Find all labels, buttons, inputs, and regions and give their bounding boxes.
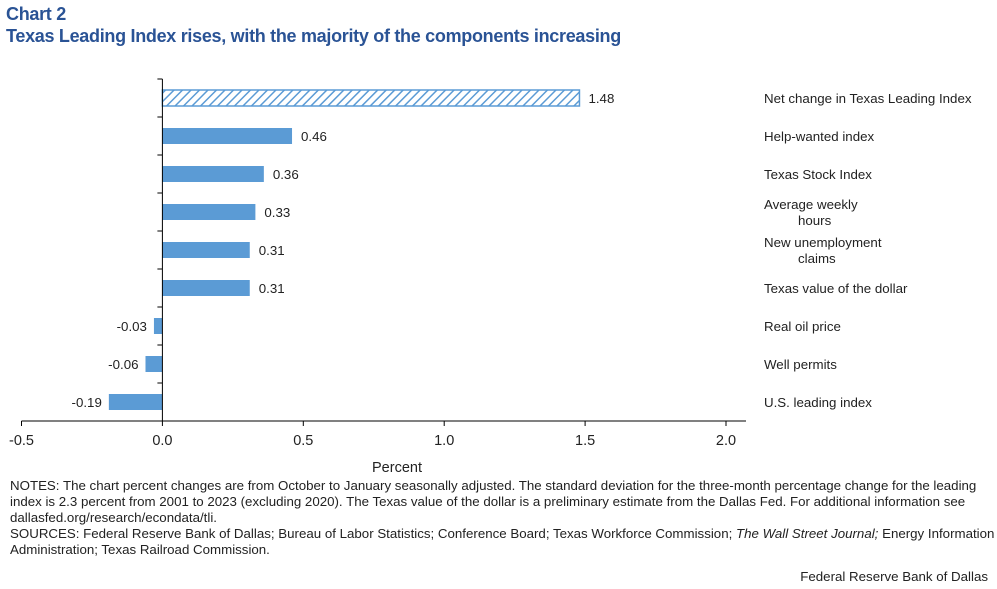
sources-suffix: Energy Information Administration; Texas… <box>10 526 995 557</box>
chart-number: Chart 2 <box>6 4 66 24</box>
x-tick-label: 2.0 <box>716 433 736 449</box>
category-label: claims <box>798 251 836 266</box>
sources-prefix: SOURCES: Federal Reserve Bank of Dallas;… <box>10 526 736 541</box>
data-label: 0.36 <box>273 167 299 182</box>
category-label: Help-wanted index <box>764 129 874 144</box>
data-label: 0.31 <box>259 281 285 296</box>
category-label: Net change in Texas Leading Index <box>764 91 972 106</box>
credit: Federal Reserve Bank of Dallas <box>800 569 988 584</box>
category-label: Well permits <box>764 357 837 372</box>
x-tick-label: -0.5 <box>9 433 34 449</box>
data-label: 0.31 <box>259 243 285 258</box>
data-label: -0.19 <box>72 395 102 410</box>
data-label: -0.06 <box>108 357 138 372</box>
bar-chart: 1.48 Net change in Texas Leading Index 0.4… <box>9 78 972 476</box>
bar <box>161 89 581 107</box>
bar <box>162 204 256 220</box>
x-tick-label: 0.5 <box>293 433 313 449</box>
sources-text: SOURCES: Federal Reserve Bank of Dallas;… <box>10 526 995 558</box>
x-axis-label: Percent <box>372 460 422 476</box>
bar <box>162 242 250 258</box>
category-label: Texas Stock Index <box>764 167 872 182</box>
data-label: 0.33 <box>264 205 290 220</box>
bar <box>162 128 293 144</box>
sources-italic: The Wall Street Journal; <box>735 526 879 541</box>
category-label: U.S. leading index <box>764 395 872 410</box>
notes: NOTES: The chart percent changes are fro… <box>10 478 995 558</box>
category-label: Texas value of the dollar <box>764 281 908 296</box>
notes-text: NOTES: The chart percent changes are fro… <box>10 478 977 525</box>
x-tick-label: 1.0 <box>434 433 454 449</box>
bar <box>162 280 250 296</box>
bar <box>162 166 264 182</box>
bar <box>153 318 163 334</box>
category-label: New unemployment <box>764 235 882 250</box>
x-tick-label: 1.5 <box>575 433 595 449</box>
bar <box>108 394 163 410</box>
data-label: 0.46 <box>301 129 327 144</box>
chart-title: Texas Leading Index rises, with the majo… <box>6 26 621 46</box>
data-label: -0.03 <box>117 319 147 334</box>
category-label: hours <box>798 213 832 228</box>
category-label: Real oil price <box>764 319 841 334</box>
bar <box>145 356 163 372</box>
category-label: Average weekly <box>764 197 858 212</box>
x-tick-label: 0.0 <box>152 433 172 449</box>
data-label: 1.48 <box>588 91 614 106</box>
